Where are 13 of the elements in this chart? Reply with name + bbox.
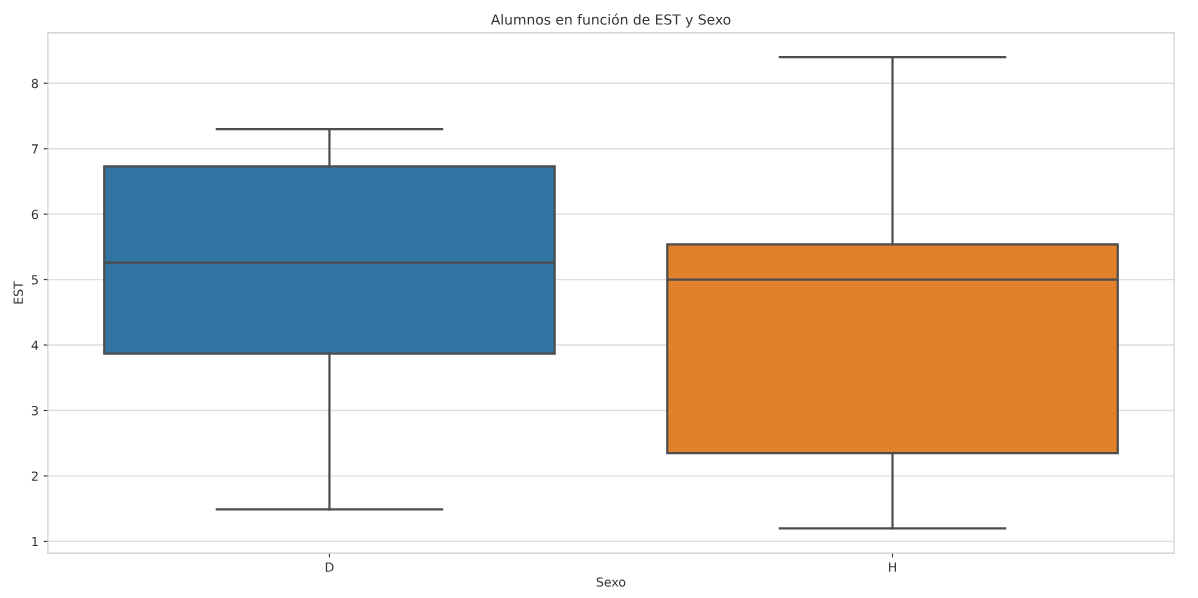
y-tick-label: 7 bbox=[31, 144, 38, 154]
y-tick-label: 2 bbox=[31, 471, 38, 481]
x-axis-title: Sexo bbox=[596, 577, 626, 587]
y-tick-label: 1 bbox=[32, 537, 38, 547]
y-axis-title: EST bbox=[13, 281, 23, 304]
y-tick-label: 8 bbox=[31, 78, 39, 89]
x-tick-label: H bbox=[889, 562, 896, 572]
chart-title: Alumnos en función de EST y Sexo bbox=[490, 13, 731, 28]
y-tick-label: 3 bbox=[31, 405, 38, 416]
y-tick-label: 6 bbox=[31, 209, 39, 220]
x-tick-label: D bbox=[325, 562, 334, 572]
y-tick-label: 5 bbox=[31, 275, 38, 285]
y-tick-label: 4 bbox=[31, 340, 39, 350]
